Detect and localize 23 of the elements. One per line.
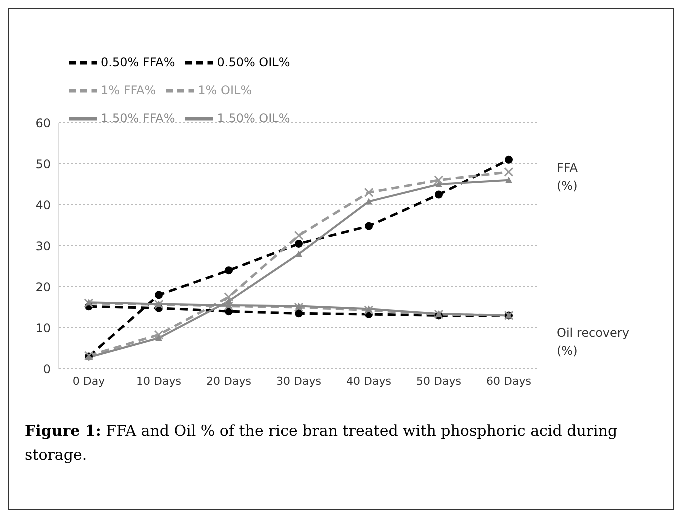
text: FFA (%): [557, 160, 578, 195]
y-tick-label: 0: [43, 362, 51, 376]
y-tick-label: 10: [36, 321, 51, 336]
x-tick-label: 10 Days: [136, 374, 182, 388]
y-tick-label: 50: [36, 157, 51, 172]
text: Oil recovery (%): [557, 325, 630, 360]
text: Figure 1: FFA and Oil % of the rice bran treated with phosphoric acid during storage.: [25, 422, 618, 464]
legend-label: 1.50% OIL%: [217, 111, 290, 126]
y-tick-label: 40: [36, 198, 51, 212]
y-tick-label: 30: [36, 239, 51, 254]
legend-label: 0.50% OIL%: [217, 55, 290, 70]
x-tick-label: 30 Days: [276, 374, 322, 388]
legend-label: 1% OIL%: [198, 83, 252, 98]
x-tick-label: 20 Days: [206, 374, 252, 388]
legend-label: 1% FFA%: [101, 83, 156, 98]
x-tick-label: 40 Days: [346, 374, 392, 388]
x-tick-label: 0 Day: [72, 374, 106, 388]
x-tick-label: 60 Days: [486, 374, 532, 388]
y-tick-label: 60: [36, 116, 51, 130]
y-tick-label: 20: [36, 280, 51, 294]
legend-label: 1.50% FFA%: [101, 111, 176, 126]
x-tick-label: 50 Days: [416, 374, 462, 388]
legend-label: 0.50% FFA%: [101, 55, 176, 70]
